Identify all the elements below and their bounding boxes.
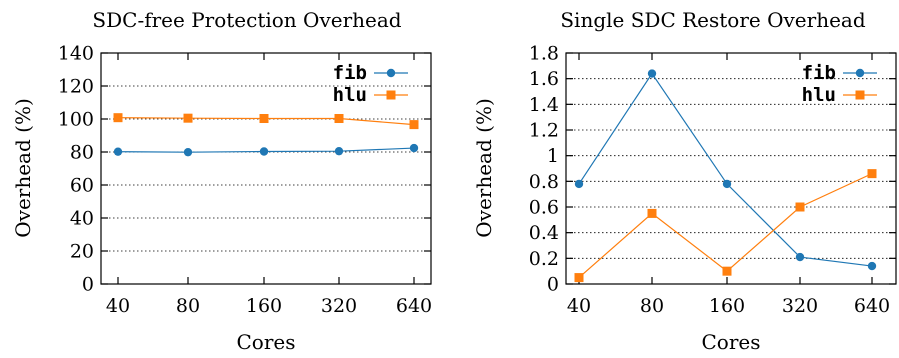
left-ytick-label: 140 (58, 43, 94, 65)
chart-right-xlabel: Cores (701, 330, 760, 354)
left-ytick-label: 80 (70, 142, 94, 164)
right-ytick-label: 0.2 (529, 248, 559, 270)
right-series-fib-point (795, 252, 805, 262)
right-ytick-label: 1.8 (529, 43, 559, 65)
chart-left-xlabel: Cores (236, 330, 295, 354)
right-ytick-label: 1.4 (529, 94, 559, 116)
right-series-hlu-line (578, 173, 873, 279)
right-ytick-label: 1.6 (529, 68, 559, 90)
chart-left-series (113, 113, 419, 157)
legend-right-hlu-marker (855, 90, 865, 100)
chart-left-xticks: 40 80 160 320 640 (106, 53, 432, 317)
right-series-hlu-point (867, 169, 877, 179)
left-series-fib-point (183, 147, 193, 157)
right-series-hlu-point (574, 273, 584, 283)
right-ytick-label: 1 (547, 145, 559, 167)
left-series-fib-point (113, 147, 123, 156)
right-series-fib-point (647, 69, 657, 78)
right-xtick-label: 640 (854, 295, 890, 317)
legend-right-hlu-label: hlu (802, 84, 836, 106)
chart-right-yticks: 0 0.2 0.4 0.6 0.8 1 1.2 1.4 1.6 1.8 (529, 43, 896, 296)
chart-right-xticks: 40 80 160 320 640 (567, 53, 890, 317)
left-ytick-label: 20 (70, 241, 94, 263)
right-series-hlu-point (795, 202, 805, 212)
chart-right-gridlines (566, 78, 896, 259)
chart-right-series (574, 69, 877, 283)
left-xtick-label: 320 (321, 295, 357, 317)
chart-right-ylabel: Overhead (%) (472, 98, 496, 238)
right-ytick-label: 0 (547, 274, 559, 296)
left-xtick-label: 80 (176, 295, 200, 317)
left-series-fib-point (259, 147, 269, 156)
right-ytick-label: 0.4 (529, 222, 559, 244)
chart-left-plot-frame (100, 52, 432, 285)
right-series-hlu-point (722, 266, 732, 276)
chart-left-title: SDC-free Protection Overhead (92, 8, 401, 32)
left-ytick-label: 40 (70, 208, 94, 230)
left-xtick-label: 160 (246, 295, 282, 317)
chart-right-legend: fib hlu (802, 62, 877, 106)
left-ytick-label: 0 (82, 274, 94, 296)
left-series-fib-point (409, 143, 419, 153)
chart-left: SDC-free Protection Overhead 0 20 40 60 80 10… (11, 8, 432, 354)
right-ytick-label: 0.8 (529, 171, 559, 193)
left-series-hlu-point (183, 113, 193, 123)
right-xtick-label: 40 (567, 295, 591, 317)
chart-right-title: Single SDC Restore Overhead (560, 8, 865, 32)
chart-right: Single SDC Restore Overhead 0 0.2 0.4 0.6 0.… (472, 8, 897, 354)
legend-right-fib-label: fib (802, 62, 836, 84)
left-series-hlu-point (259, 114, 269, 124)
right-series-fib-point (867, 261, 877, 271)
right-series-fib-point (722, 179, 732, 189)
chart-left-gridlines (101, 85, 431, 252)
right-ytick-label: 0.6 (529, 197, 559, 219)
left-series-hlu-point (113, 113, 123, 123)
left-series-fib-point (334, 146, 344, 156)
left-xtick-label: 40 (106, 295, 130, 317)
left-xtick-label: 640 (396, 295, 432, 317)
right-series-fib-point (574, 179, 584, 189)
right-ytick-label: 1.2 (529, 120, 559, 142)
legend-left-hlu-marker (386, 90, 396, 100)
left-ytick-label: 100 (58, 109, 94, 131)
left-series-hlu-point (409, 120, 419, 130)
chart-left-legend: fib hlu (333, 62, 408, 106)
legend-left-hlu-label: hlu (333, 84, 367, 106)
right-xtick-label: 320 (782, 295, 818, 317)
left-ytick-label: 60 (70, 175, 94, 197)
legend-right-fib-marker (855, 68, 865, 78)
right-series-hlu-point (647, 208, 657, 218)
chart-left-yticks: 0 20 40 60 80 100 120 140 (58, 43, 431, 296)
left-series-hlu-point (334, 114, 344, 124)
right-xtick-label: 80 (640, 295, 664, 317)
legend-left-fib-label: fib (333, 62, 367, 84)
left-ytick-label: 120 (58, 76, 94, 98)
right-xtick-label: 160 (709, 295, 745, 317)
legend-left-fib-marker (386, 68, 396, 78)
chart-left-ylabel: Overhead (%) (11, 98, 35, 238)
chart-right-plot-frame (565, 52, 897, 285)
